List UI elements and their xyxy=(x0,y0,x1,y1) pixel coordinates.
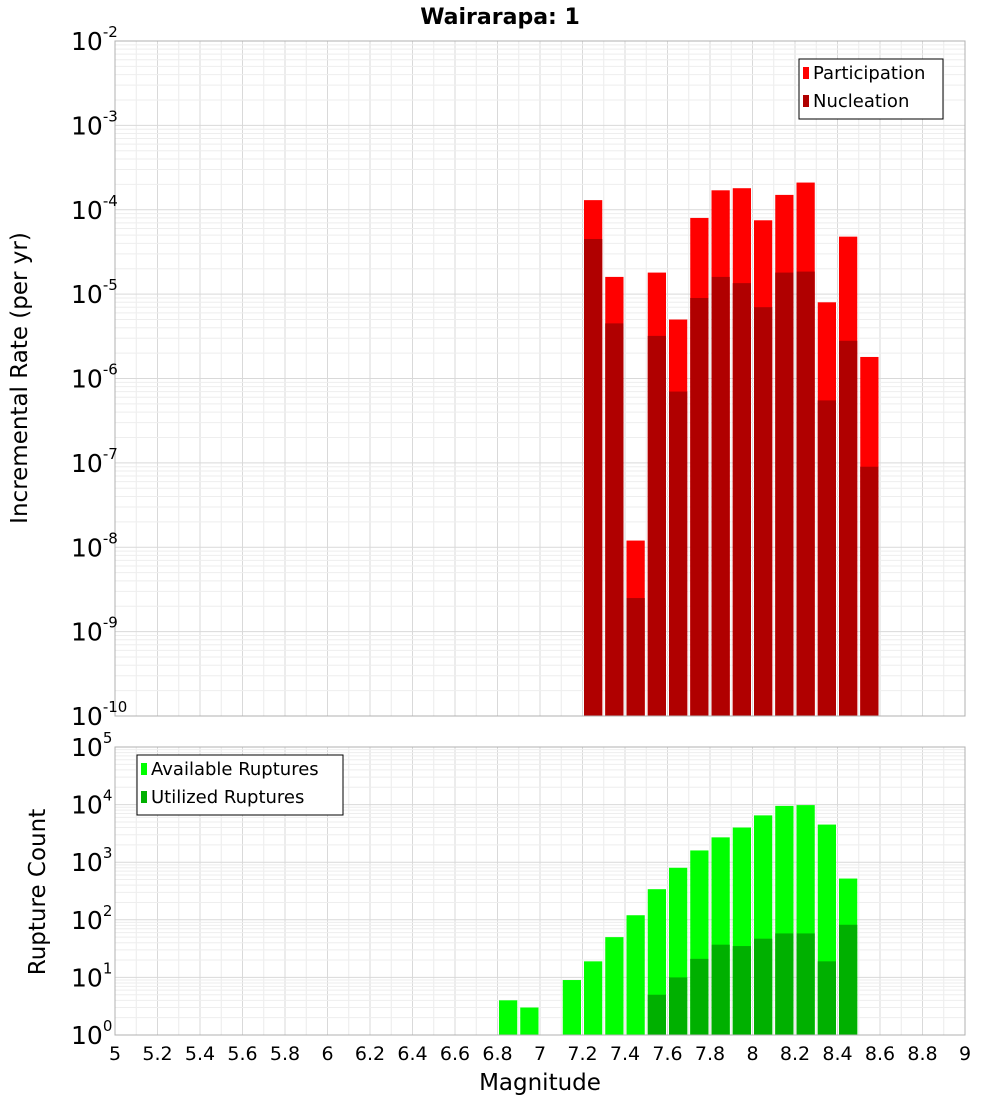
y-tick-label: 10-4 xyxy=(71,192,118,225)
bar-utilized-ruptures xyxy=(669,977,688,1035)
y-axis-label-rate: Incremental Rate (per yr) xyxy=(7,232,33,524)
x-tick-label: 6.8 xyxy=(482,1043,512,1065)
legend-frame xyxy=(136,754,344,816)
x-tick-label: 7 xyxy=(534,1043,546,1065)
y-tick-label: 10-5 xyxy=(71,276,118,309)
y-tick-label: 10-2 xyxy=(71,23,118,56)
x-tick-label: 7.4 xyxy=(610,1043,640,1065)
x-tick-label: 6.6 xyxy=(440,1043,470,1065)
x-tick-label: 8 xyxy=(746,1043,758,1065)
x-axis-label: Magnitude xyxy=(479,1070,601,1096)
y-tick-label: 10-7 xyxy=(71,445,118,478)
x-tick-label: 5.4 xyxy=(185,1043,215,1065)
y-tick-label: 10-3 xyxy=(71,107,118,140)
y-tick-label: 105 xyxy=(71,729,112,762)
x-tick-label: 7.8 xyxy=(695,1043,725,1065)
bar-utilized-ruptures xyxy=(690,958,709,1035)
plot-frame-count xyxy=(114,746,966,1036)
y-tick-label: 101 xyxy=(71,959,112,992)
bar-available-ruptures xyxy=(520,1007,539,1035)
x-tick-label: 8.4 xyxy=(822,1043,852,1065)
y-tick-label: 102 xyxy=(71,902,112,935)
bar-utilized-ruptures xyxy=(732,946,751,1035)
legend-count: Available Ruptures Utilized Ruptures xyxy=(136,754,344,816)
x-tick-label: 6.4 xyxy=(397,1043,427,1065)
bar-available-ruptures xyxy=(626,915,645,1035)
bar-nucleation xyxy=(754,307,773,716)
bar-nucleation xyxy=(732,283,751,716)
x-tick-label: 8.6 xyxy=(865,1043,895,1065)
bar-utilized-ruptures xyxy=(796,933,815,1035)
y-tick-label: 100 xyxy=(71,1017,112,1050)
legend-swatch xyxy=(141,791,147,803)
bar-nucleation xyxy=(647,335,666,716)
x-tick-label: 8.2 xyxy=(780,1043,810,1065)
rate-panel: 10-2 10-3 10-4 10-5 10-6 10-7 10-8 10-9 10-10 Par… xyxy=(71,23,966,731)
y-tick-label: 10-9 xyxy=(71,614,118,647)
bar-utilized-ruptures xyxy=(817,961,836,1035)
bar-nucleation xyxy=(839,340,858,716)
x-tick-label: 8.8 xyxy=(907,1043,937,1065)
bar-nucleation xyxy=(711,276,730,716)
legend-frame xyxy=(798,58,944,120)
bar-available-ruptures xyxy=(499,1000,518,1035)
y-tick-label: 10-6 xyxy=(71,361,118,394)
legend-swatch xyxy=(141,763,147,775)
bar-available-ruptures xyxy=(605,937,624,1035)
bar-available-ruptures xyxy=(584,961,603,1035)
bar-nucleation xyxy=(626,598,645,716)
bar-utilized-ruptures xyxy=(711,944,730,1035)
bar-nucleation xyxy=(669,391,688,716)
y-axis-label-count: Rupture Count xyxy=(25,809,51,975)
chart-title: Wairarapa: 1 xyxy=(420,5,580,30)
x-tick-label: 7.2 xyxy=(567,1043,597,1065)
bar-nucleation xyxy=(817,400,836,716)
bar-utilized-ruptures xyxy=(754,938,773,1035)
bar-utilized-ruptures xyxy=(647,994,666,1035)
legend-swatch xyxy=(803,67,809,79)
y-tick-label: 103 xyxy=(71,844,112,877)
bar-nucleation xyxy=(584,239,603,716)
x-tick-label: 5.2 xyxy=(142,1043,172,1065)
x-tick-label: 6.2 xyxy=(355,1043,385,1065)
x-tick-label: 5.8 xyxy=(270,1043,300,1065)
legend-label: Participation xyxy=(813,63,925,84)
bar-nucleation xyxy=(605,323,624,716)
x-tick-label: 5.6 xyxy=(227,1043,257,1065)
bar-nucleation xyxy=(860,466,879,716)
bar-nucleation xyxy=(775,272,794,716)
x-tick-label: 5 xyxy=(109,1043,121,1065)
plot-frame-rate xyxy=(114,40,966,717)
y-tick-label: 104 xyxy=(71,787,112,820)
x-tick-label: 9 xyxy=(959,1043,971,1065)
legend-swatch xyxy=(803,95,809,107)
x-tick-label: 7.6 xyxy=(652,1043,682,1065)
legend-label: Utilized Ruptures xyxy=(151,787,304,808)
x-tick-label: 6 xyxy=(321,1043,333,1065)
y-tick-label: 10-8 xyxy=(71,529,118,562)
bar-nucleation xyxy=(796,271,815,716)
legend-rate: Participation Nucleation xyxy=(798,58,944,120)
bar-available-ruptures xyxy=(562,980,581,1035)
bar-utilized-ruptures xyxy=(839,924,858,1035)
legend-label: Available Ruptures xyxy=(151,759,319,780)
bar-nucleation xyxy=(690,297,709,716)
bar-utilized-ruptures xyxy=(775,933,794,1035)
legend-label: Nucleation xyxy=(813,91,909,112)
y-tick-label: 10-10 xyxy=(71,698,127,731)
